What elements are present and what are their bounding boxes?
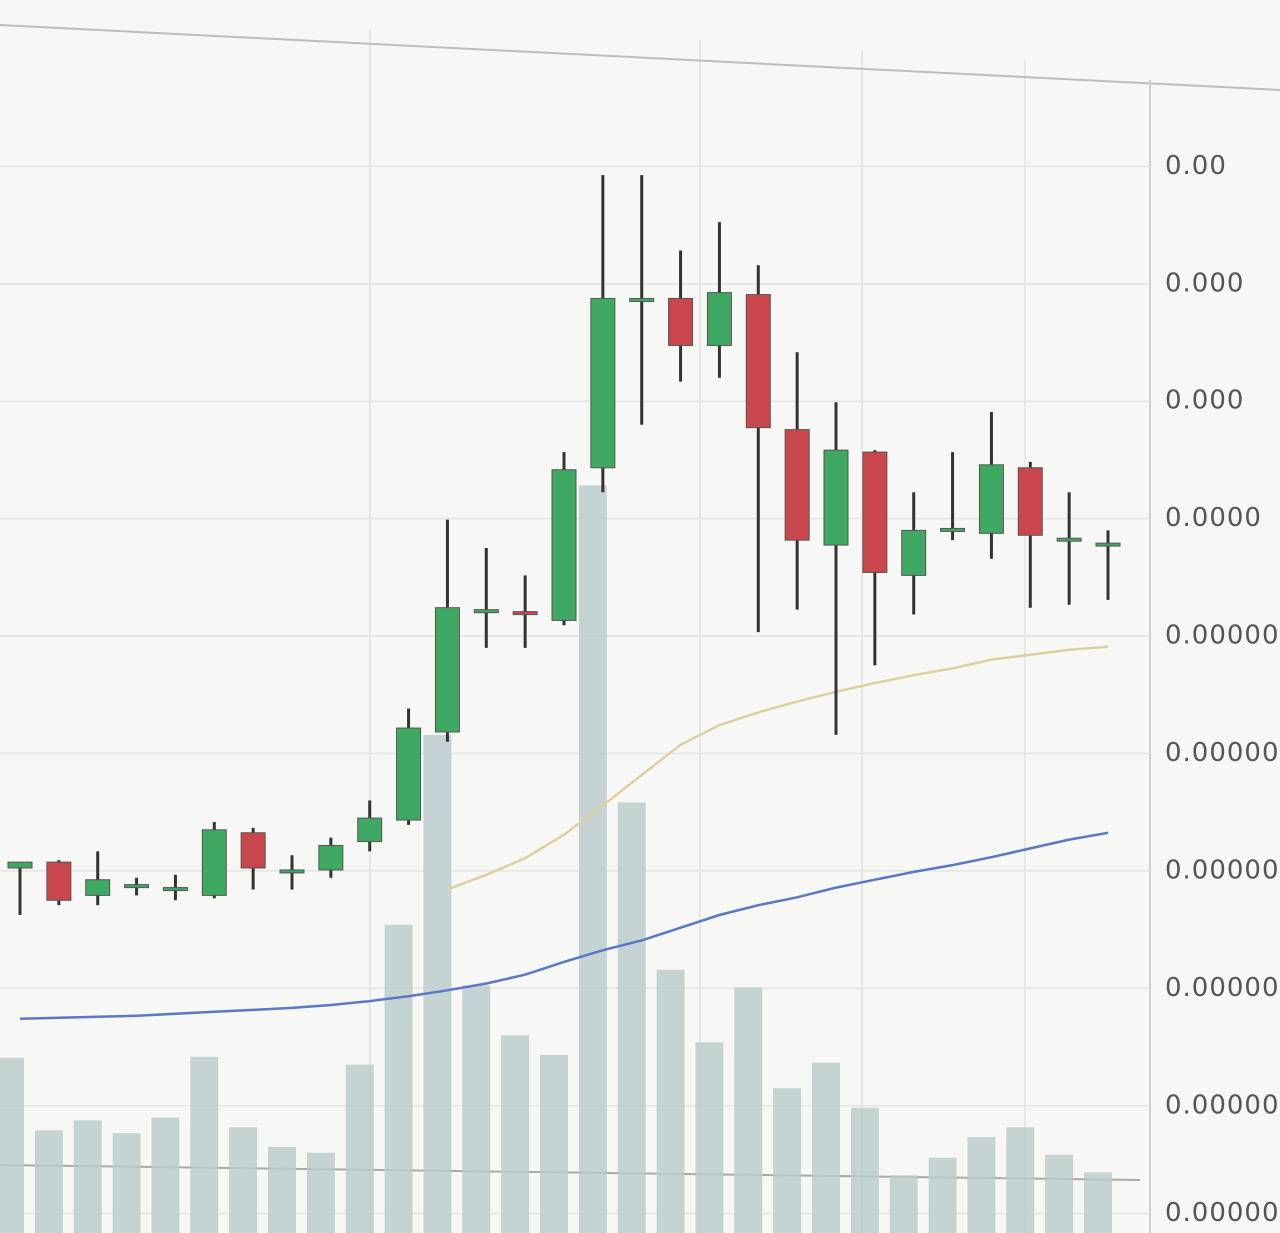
candle-body [940, 527, 966, 532]
candle-body [862, 451, 888, 573]
candle-body [706, 292, 732, 346]
volume-bar [73, 1120, 102, 1233]
candle-body [1056, 537, 1082, 542]
volume-bar [812, 1062, 840, 1233]
candle-body [318, 844, 344, 871]
candle-body [1017, 467, 1043, 536]
candle-body [1095, 542, 1121, 547]
candle-body [162, 887, 188, 892]
y-tick-label: 0.0000 [1165, 503, 1262, 533]
volume-bar [617, 802, 646, 1233]
candle-body [357, 817, 383, 843]
candle-body [473, 609, 499, 614]
volume-bar [423, 734, 452, 1233]
volume-bar [967, 1137, 996, 1233]
candle-body [901, 529, 927, 576]
candle-body [396, 727, 422, 821]
y-tick-label: 0.00000 [1165, 738, 1280, 768]
volume-bar [384, 924, 413, 1233]
volume-bar [0, 1057, 24, 1233]
candle-body [434, 607, 460, 733]
top-border [0, 24, 1280, 91]
volume-bar [1006, 1127, 1035, 1233]
volume-bar [656, 969, 685, 1233]
volume-bar [501, 1035, 530, 1233]
volume-bar [695, 1042, 724, 1233]
volume-bar [229, 1127, 258, 1233]
volume-bar [1045, 1154, 1074, 1233]
candle-body [668, 297, 694, 346]
y-tick-label: 0.0000014 [1165, 1090, 1280, 1120]
candle-body [240, 832, 266, 869]
y-tick-label: 0.00000 [1165, 621, 1280, 651]
average-line [19, 831, 1109, 1020]
y-tick-label: 0.0000026 [1165, 973, 1280, 1003]
volume-bar [850, 1107, 879, 1233]
volume-bar [734, 987, 763, 1233]
volume-bar [773, 1088, 802, 1233]
candle-body [124, 884, 150, 889]
candle-body [512, 611, 538, 616]
volume-bar [345, 1064, 374, 1233]
y-tick-label: 0.000 [1165, 386, 1244, 416]
candle-body [590, 297, 616, 469]
y-tick-label: 0.00 [1165, 151, 1227, 181]
volume-bar [1084, 1172, 1112, 1233]
candle-body [201, 829, 227, 896]
volume-bar [34, 1130, 63, 1233]
candle-body [978, 464, 1004, 534]
candle-body [85, 879, 111, 896]
candle-body [46, 861, 72, 901]
average-line [446, 645, 1109, 891]
candle-body [784, 429, 810, 541]
candle-body [279, 869, 305, 874]
candle-body [551, 469, 577, 621]
y-tick-label: 0.000003 [1165, 855, 1280, 885]
y-tick-label: 0.0000003 [1165, 1198, 1280, 1228]
candle-body [823, 449, 849, 546]
y-tick-label: 0.000 [1165, 268, 1244, 298]
volume-bar [268, 1146, 296, 1233]
volume-bar [151, 1117, 180, 1233]
candle-body [745, 294, 771, 429]
volume-bar [190, 1056, 219, 1233]
candle-body [7, 861, 33, 869]
volume-bar [462, 985, 491, 1233]
volume-bar [540, 1054, 568, 1233]
volume-bar [306, 1152, 335, 1233]
volume-bar [578, 485, 607, 1233]
candle-body [629, 297, 655, 302]
volume-bar [889, 1175, 918, 1233]
volume-bar [928, 1157, 957, 1233]
volume-bar [112, 1133, 141, 1233]
